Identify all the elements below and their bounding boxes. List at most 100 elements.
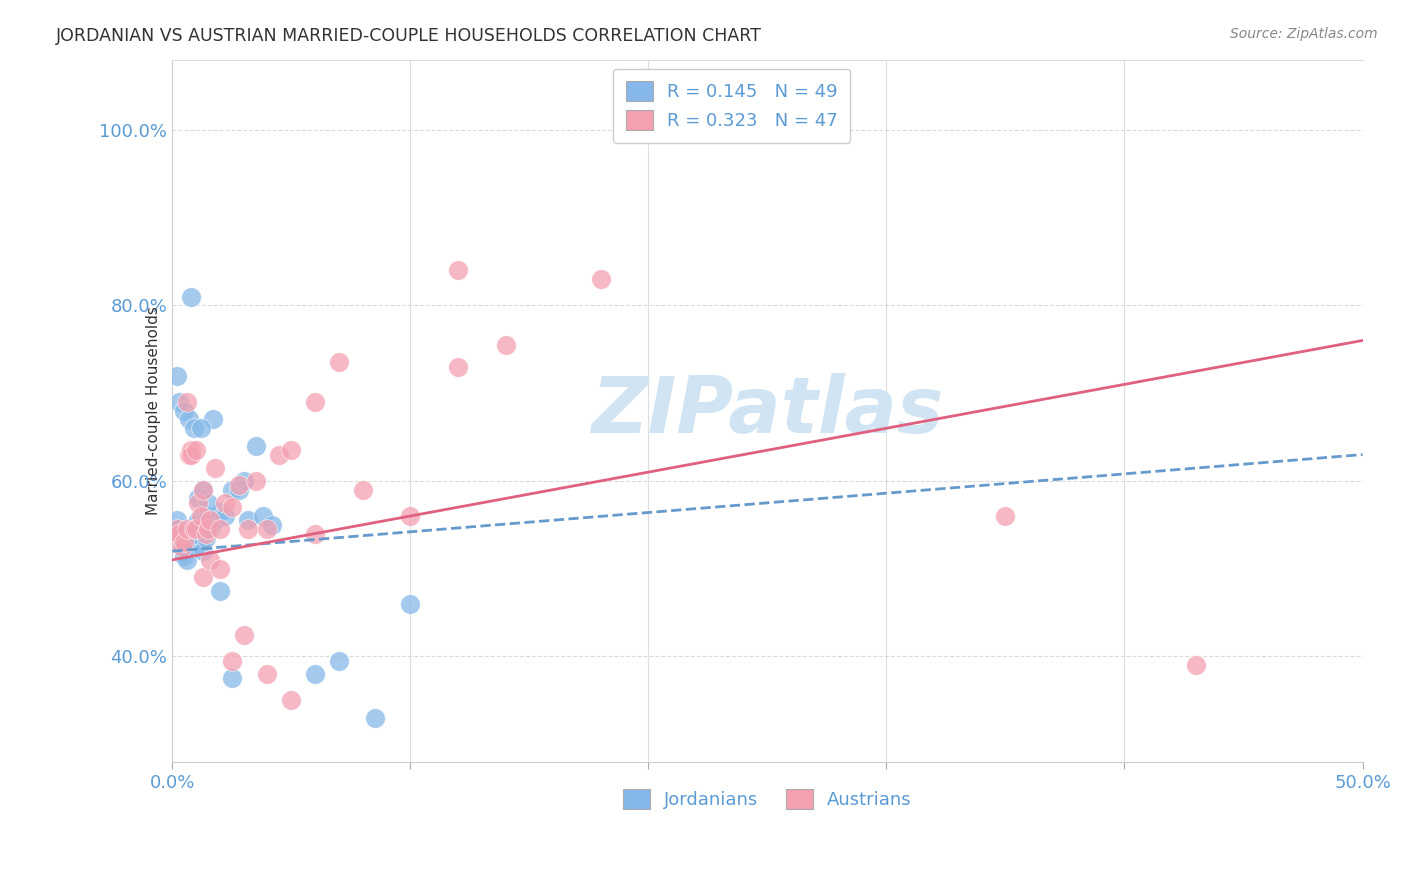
Point [495,338,517,352]
Point [221,672,243,686]
Point [204,460,226,475]
Point [304,395,326,409]
Point [304,526,326,541]
Point [269,448,291,462]
Point [197,522,219,536]
Point [228,483,250,497]
Point [304,667,326,681]
Point [169,395,191,409]
Point [166,368,188,383]
Point [190,421,212,435]
Point [200,513,222,527]
Point [256,522,278,536]
Point [328,654,350,668]
Point [187,491,209,506]
Point [994,508,1017,523]
Point [190,522,212,536]
Point [180,443,202,458]
Point [177,448,200,462]
Point [170,540,193,554]
Point [221,500,243,515]
Point [187,513,209,527]
Point [180,535,202,549]
Point [169,526,191,541]
Point [194,526,217,541]
Point [447,359,470,374]
Point [170,535,193,549]
Point [200,522,222,536]
Point [176,553,198,567]
Point [204,513,226,527]
Point [245,474,267,488]
Point [399,597,422,611]
Point [193,570,215,584]
Point [180,289,202,303]
Point [194,531,217,545]
Point [177,522,200,536]
Point [170,540,193,554]
Point [589,272,612,286]
Point [190,508,212,523]
Point [180,448,202,462]
Point [221,483,243,497]
Point [280,693,302,707]
Point [180,531,202,545]
Point [232,627,254,641]
Point [184,517,207,532]
Point [183,421,205,435]
Point [208,505,231,519]
Point [238,522,260,536]
Point [214,496,236,510]
Point [173,549,195,563]
Point [193,483,215,497]
Point [208,562,231,576]
Point [183,522,205,536]
Point [173,535,195,549]
Point [352,483,374,497]
Point [176,522,198,536]
Point [197,508,219,523]
Point [173,403,195,417]
Point [193,544,215,558]
Point [183,540,205,554]
Text: ZIPatlas: ZIPatlas [592,373,943,449]
Point [197,496,219,510]
Point [238,513,260,527]
Point [163,535,186,549]
Point [200,553,222,567]
Point [166,522,188,536]
Point [447,263,470,277]
Point [166,522,188,536]
Point [363,711,385,725]
Point [245,439,267,453]
Point [169,526,191,541]
Point [163,535,186,549]
Point [328,355,350,369]
Point [184,443,207,458]
Point [228,478,250,492]
Point [221,654,243,668]
Point [214,508,236,523]
Point [208,583,231,598]
Y-axis label: Married-couple Households: Married-couple Households [146,306,162,515]
Point [1185,658,1208,673]
Text: Source: ZipAtlas.com: Source: ZipAtlas.com [1230,27,1378,41]
Point [187,496,209,510]
Legend: Jordanians, Austrians: Jordanians, Austrians [616,781,920,816]
Point [256,667,278,681]
Point [169,531,191,545]
Point [232,474,254,488]
Point [184,526,207,541]
Point [166,513,188,527]
Point [262,517,284,532]
Point [177,412,200,426]
Point [184,522,207,536]
Point [280,443,302,458]
Point [173,544,195,558]
Point [252,508,274,523]
Point [193,483,215,497]
Point [201,412,224,426]
Point [176,395,198,409]
Text: JORDANIAN VS AUSTRIAN MARRIED-COUPLE HOUSEHOLDS CORRELATION CHART: JORDANIAN VS AUSTRIAN MARRIED-COUPLE HOU… [56,27,762,45]
Point [208,522,231,536]
